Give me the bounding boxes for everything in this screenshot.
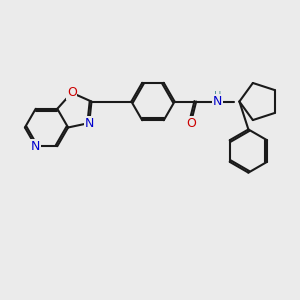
Text: N: N: [85, 116, 94, 130]
Text: N: N: [213, 95, 223, 108]
Text: H: H: [214, 91, 221, 101]
Text: N: N: [31, 140, 40, 153]
Text: O: O: [67, 86, 77, 99]
Text: O: O: [186, 117, 196, 130]
